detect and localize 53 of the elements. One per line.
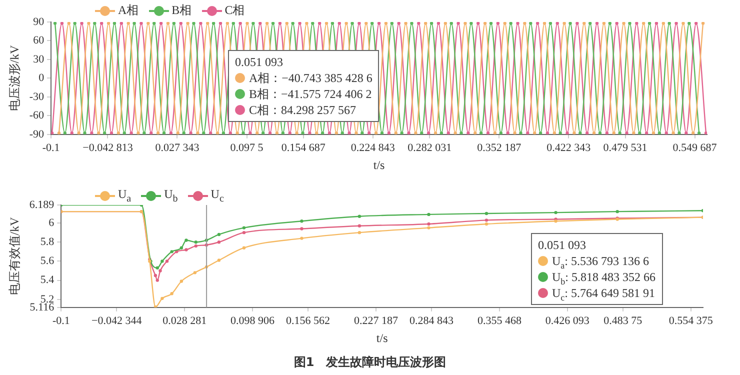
y-tick-label: 5.4 xyxy=(40,274,55,286)
annotation: 0.051 093 xyxy=(538,238,586,252)
y-tick-label: 60 xyxy=(33,34,45,47)
x-tick-label: −0.042 344 xyxy=(92,314,142,327)
y-tick-label: 6 xyxy=(48,216,55,229)
y-tick-label: 5.6 xyxy=(40,255,55,268)
legend-label: A相 xyxy=(118,2,139,19)
y-tick-label: 0 xyxy=(38,72,45,84)
y-axis-title: 电压有效值/kV xyxy=(7,216,22,296)
legend-label: C相 xyxy=(224,2,245,19)
x-tick-label: 0.352 187 xyxy=(477,142,522,154)
y-tick-label: 90 xyxy=(33,16,45,28)
annotation: U$_{b}$: 5.818 483 352 66 xyxy=(552,270,656,286)
x-axis-title: t/s xyxy=(373,158,386,172)
annotation: U$_{a}$: 5.536 793 136 6 xyxy=(552,254,650,270)
legend-label: U$_{b}$ xyxy=(164,187,178,204)
y-tick-label: 6.189 xyxy=(29,198,55,211)
x-tick-label: 0.355 468 xyxy=(477,314,522,327)
legend-label: B相 xyxy=(172,2,192,19)
x-tick-label: 0.227 187 xyxy=(354,314,398,327)
annotation: 0.051 093 xyxy=(235,55,283,69)
x-tick-label: 0.098 906 xyxy=(230,314,276,327)
annotation: U$_{c}$: 5.764 649 581 91 xyxy=(552,286,656,302)
x-tick-label: 0.422 343 xyxy=(546,142,592,154)
y-tick-label: 5.8 xyxy=(40,236,55,248)
x-tick-label: 0.156 562 xyxy=(286,314,330,327)
x-tick-label: -0.1 xyxy=(52,314,70,327)
text: 图1 发生故障时电压波形图 xyxy=(292,354,448,371)
x-tick-label: 0.483 75 xyxy=(604,314,643,327)
x-tick-label: -0.1 xyxy=(42,142,60,154)
y-tick-label: -90 xyxy=(29,128,45,140)
x-axis-title: t/s xyxy=(376,330,388,345)
x-tick-label: 0.282 031 xyxy=(408,142,452,154)
x-tick-label: 0.479 531 xyxy=(603,142,648,154)
x-tick-label: 0.028 281 xyxy=(162,314,207,327)
x-tick-label: −0.042 813 xyxy=(82,142,134,154)
legend-label: U$_{a}$ xyxy=(118,187,132,204)
x-tick-label: 0.284 843 xyxy=(409,314,454,327)
y-tick-label: 30 xyxy=(33,53,45,66)
x-tick-label: 0.426 093 xyxy=(545,314,590,327)
y-tick-label: -60 xyxy=(29,110,45,122)
x-tick-label: 0.154 687 xyxy=(281,142,326,154)
annotation: C相：84.298 257 567 xyxy=(249,103,356,117)
x-tick-label: 0.027 343 xyxy=(155,142,200,154)
y-axis-title: 电压波形/kV xyxy=(7,44,22,112)
x-tick-label: 0.224 843 xyxy=(350,142,396,154)
x-tick-label: 0.549 687 xyxy=(672,142,718,154)
annotation: A相：−40.743 385 428 6 xyxy=(249,71,372,85)
legend-label: U$_{c}$ xyxy=(210,187,224,204)
annotation: B相：−41.575 724 406 2 xyxy=(249,87,372,101)
x-tick-label: 0.554 375 xyxy=(668,314,714,327)
y-tick-label: -30 xyxy=(29,90,45,103)
x-tick-label: 0.097 5 xyxy=(230,142,264,154)
